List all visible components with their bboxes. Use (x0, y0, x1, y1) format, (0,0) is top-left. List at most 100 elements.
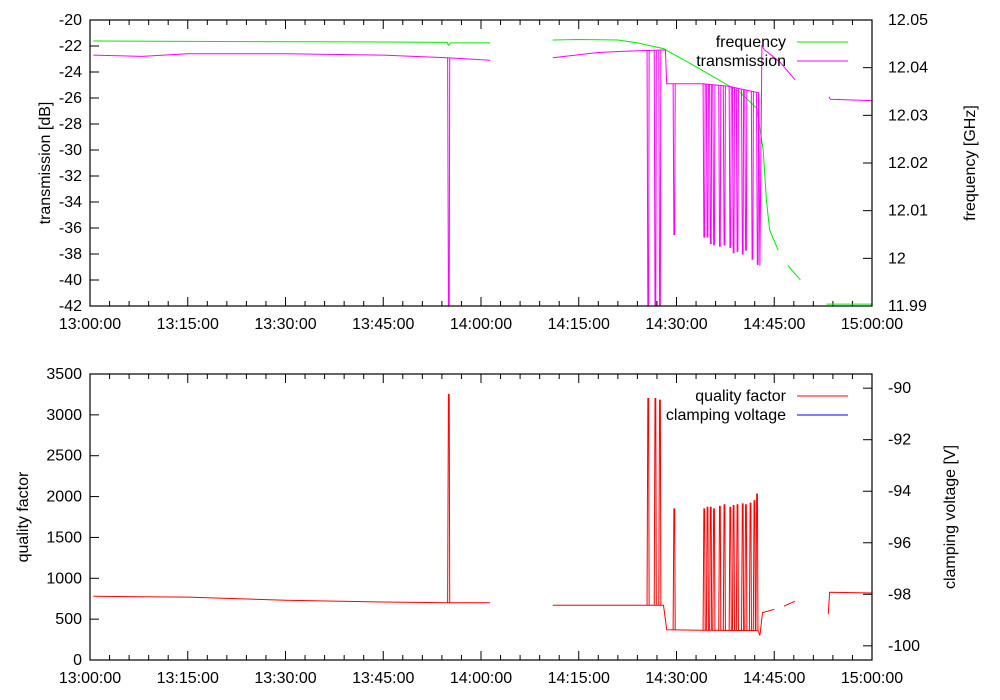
y-tick-label: 1500 (46, 529, 82, 546)
y2-tick-label: -100 (888, 638, 920, 655)
y2-axis-label: frequency [GHz] (962, 105, 979, 221)
x-tick-label: 14:30:00 (645, 670, 707, 687)
y2-tick-label: 11.99 (888, 298, 927, 315)
series-spike (752, 500, 756, 631)
series-spike (653, 398, 657, 606)
y-tick-label: -42 (59, 298, 82, 315)
series-spike (728, 506, 732, 631)
series-frequency (93, 38, 872, 305)
series-spike (709, 84, 713, 245)
series-spike (718, 85, 722, 247)
series-spike (672, 508, 676, 630)
y-tick-label: -36 (59, 220, 82, 237)
y-tick-label: -28 (59, 116, 82, 133)
series-spike (722, 85, 726, 246)
series-spike (653, 50, 657, 307)
series-spike (744, 504, 748, 631)
legend-label: clamping voltage (666, 407, 786, 424)
x-tick-label: 14:00:00 (450, 670, 512, 687)
x-tick-label: 14:30:00 (645, 316, 707, 333)
y-tick-label: 1000 (46, 570, 82, 587)
y2-tick-label: 12.03 (888, 107, 928, 124)
y-tick-label: 3000 (46, 407, 82, 424)
x-tick-label: 13:00:00 (59, 316, 121, 333)
series-spike (702, 83, 706, 238)
y-tick-label: -32 (59, 168, 82, 185)
x-tick-label: 14:15:00 (548, 670, 610, 687)
y-tick-label: 3500 (46, 366, 82, 383)
y2-tick-label: 12.05 (888, 12, 928, 29)
series-transmission (93, 44, 873, 307)
series-spike (447, 57, 451, 307)
y-tick-label: -34 (59, 194, 82, 211)
x-tick-label: 13:00:00 (59, 670, 121, 687)
x-tick-label: 15:00:00 (841, 316, 903, 333)
y-tick-label: -30 (59, 142, 82, 159)
legend-label: quality factor (695, 388, 786, 405)
series-spike (731, 87, 735, 254)
series-spike (741, 503, 745, 631)
series-spike (741, 89, 745, 255)
series-spike (447, 393, 451, 603)
series-spike (709, 506, 713, 631)
y2-tick-label: 12 (888, 250, 906, 267)
series-spike (722, 504, 726, 631)
x-tick-label: 14:00:00 (450, 316, 512, 333)
series-spike (718, 505, 722, 631)
series-spike (702, 508, 706, 631)
series-spike (755, 493, 759, 631)
x-tick-label: 15:00:00 (841, 670, 903, 687)
x-tick-label: 14:45:00 (743, 670, 805, 687)
series-spike (731, 505, 735, 631)
y2-tick-label: -90 (888, 380, 911, 397)
x-tick-label: 13:30:00 (254, 670, 316, 687)
y-tick-label: -24 (59, 64, 82, 81)
x-tick-label: 13:30:00 (254, 316, 316, 333)
series-line (93, 44, 873, 266)
series-spike (672, 83, 676, 235)
y-tick-label: -20 (59, 12, 82, 29)
panel-bottom: 13:00:00 13:15:00 13:30:00 13:45:00 14:00:00… (15, 366, 959, 687)
series-line (93, 591, 873, 636)
y-axis-label: transmission [dB] (37, 102, 54, 225)
series-spike (748, 502, 752, 631)
series-spike (705, 506, 709, 631)
y-tick-label: 500 (55, 611, 82, 628)
series-spike (728, 86, 732, 248)
y-tick-label: 2000 (46, 489, 82, 506)
x-tick-label: 14:15:00 (548, 316, 610, 333)
legend-label: frequency (716, 34, 786, 51)
x-tick-label: 13:15:00 (157, 316, 219, 333)
series-line (93, 38, 872, 305)
plot-frame (89, 373, 873, 661)
series-spike (735, 504, 739, 631)
series-spike (735, 88, 739, 252)
y-tick-label: -38 (59, 246, 82, 263)
series-spike (756, 92, 760, 265)
series-spike (705, 84, 709, 238)
series-spike (658, 399, 662, 606)
legend-label: transmission (696, 53, 786, 70)
x-tick-label: 13:45:00 (352, 670, 414, 687)
y2-tick-label: -92 (888, 432, 911, 449)
y2-tick-label: 12.02 (888, 155, 928, 172)
series-spike (646, 398, 650, 606)
series-spike (658, 50, 662, 307)
y-tick-label: 0 (73, 652, 82, 669)
series-spike (646, 50, 650, 307)
y2-tick-label: 12.04 (888, 60, 928, 77)
y2-tick-label: -94 (888, 483, 911, 500)
series-quality-factor (93, 393, 873, 636)
x-tick-label: 13:45:00 (352, 316, 414, 333)
series-spike (744, 89, 748, 251)
series-spike (750, 91, 754, 260)
y-axis-label: quality factor (15, 471, 32, 562)
y-tick-label: 2500 (46, 448, 82, 465)
x-tick-label: 13:15:00 (157, 670, 219, 687)
y2-axis-label: clamping voltage [V] (942, 445, 959, 589)
y2-tick-label: -96 (888, 535, 911, 552)
y-tick-label: -40 (59, 272, 82, 289)
y-tick-label: -26 (59, 90, 82, 107)
panel-top: 13:00:00 13:15:00 13:30:00 13:45:00 14:00:00… (37, 12, 979, 333)
